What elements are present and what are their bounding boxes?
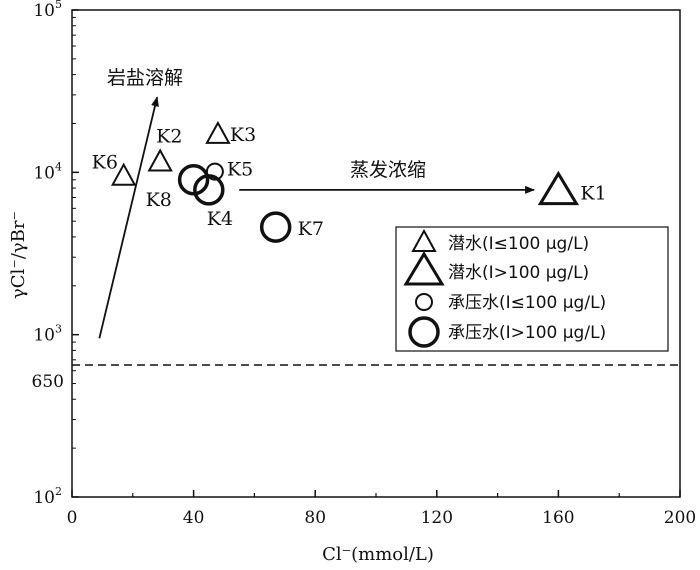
x-tick-label: 40 (183, 508, 205, 528)
y-axis-title: γCl⁻/γBr⁻ (8, 211, 29, 299)
x-tick-label: 120 (421, 508, 453, 528)
legend-marker-2 (403, 251, 445, 286)
y-axis: 102 103 104 105 (33, 0, 79, 508)
point-label-k1: K1 (580, 183, 606, 205)
legend-marker-1 (411, 228, 437, 252)
point-k8 (177, 164, 210, 196)
legend-marker-3 (415, 293, 433, 311)
point-label-k5: K5 (227, 159, 253, 181)
point-label-k7: K7 (298, 218, 324, 240)
y-tick-label: 103 (33, 323, 62, 346)
halite-dissolution-arrow (98, 96, 159, 339)
x-tick-label: 80 (304, 508, 326, 528)
x-tick-label: 160 (542, 508, 574, 528)
x-axis: 0 40 80 120 160 200 (67, 490, 696, 528)
x-axis-title: Cl⁻(mmol/L) (322, 544, 434, 565)
legend-entry-2: 潜水(I>100 μg/L) (448, 263, 589, 283)
reference-line-label: 650 (32, 372, 64, 392)
point-label-k3: K3 (230, 124, 256, 146)
x-tick-label: 200 (664, 508, 696, 528)
point-k1 (537, 170, 580, 206)
point-k3 (205, 120, 231, 144)
point-k2 (147, 148, 173, 172)
point-k7 (259, 211, 292, 243)
legend-entry-3: 承压水(I≤100 μg/L) (448, 293, 606, 313)
data-points: K1 K2 K3 K4 K5 K6 K7 K8 (92, 120, 607, 243)
x-tick-label: 0 (67, 508, 78, 528)
y-tick-label: 104 (33, 160, 62, 183)
point-label-k6: K6 (92, 152, 118, 174)
point-label-k2: K2 (156, 125, 182, 147)
legend-entry-4: 承压水(I>100 μg/L) (448, 323, 606, 343)
point-label-k4: K4 (207, 208, 233, 230)
legend-entry-1: 潜水(I≤100 μg/L) (448, 234, 589, 254)
evaporation-label: 蒸发浓缩 (350, 159, 426, 181)
y-tick-label: 105 (33, 0, 62, 21)
legend-box (395, 226, 669, 352)
y-tick-label: 102 (33, 485, 62, 508)
point-label-k8: K8 (146, 189, 172, 211)
legend: 潜水(I≤100 μg/L) 潜水(I>100 μg/L) 承压水(I≤100 μg… (395, 226, 669, 352)
halite-dissolution-label: 岩盐溶解 (107, 67, 183, 89)
legend-marker-4 (408, 316, 440, 348)
point-k6 (110, 162, 137, 186)
